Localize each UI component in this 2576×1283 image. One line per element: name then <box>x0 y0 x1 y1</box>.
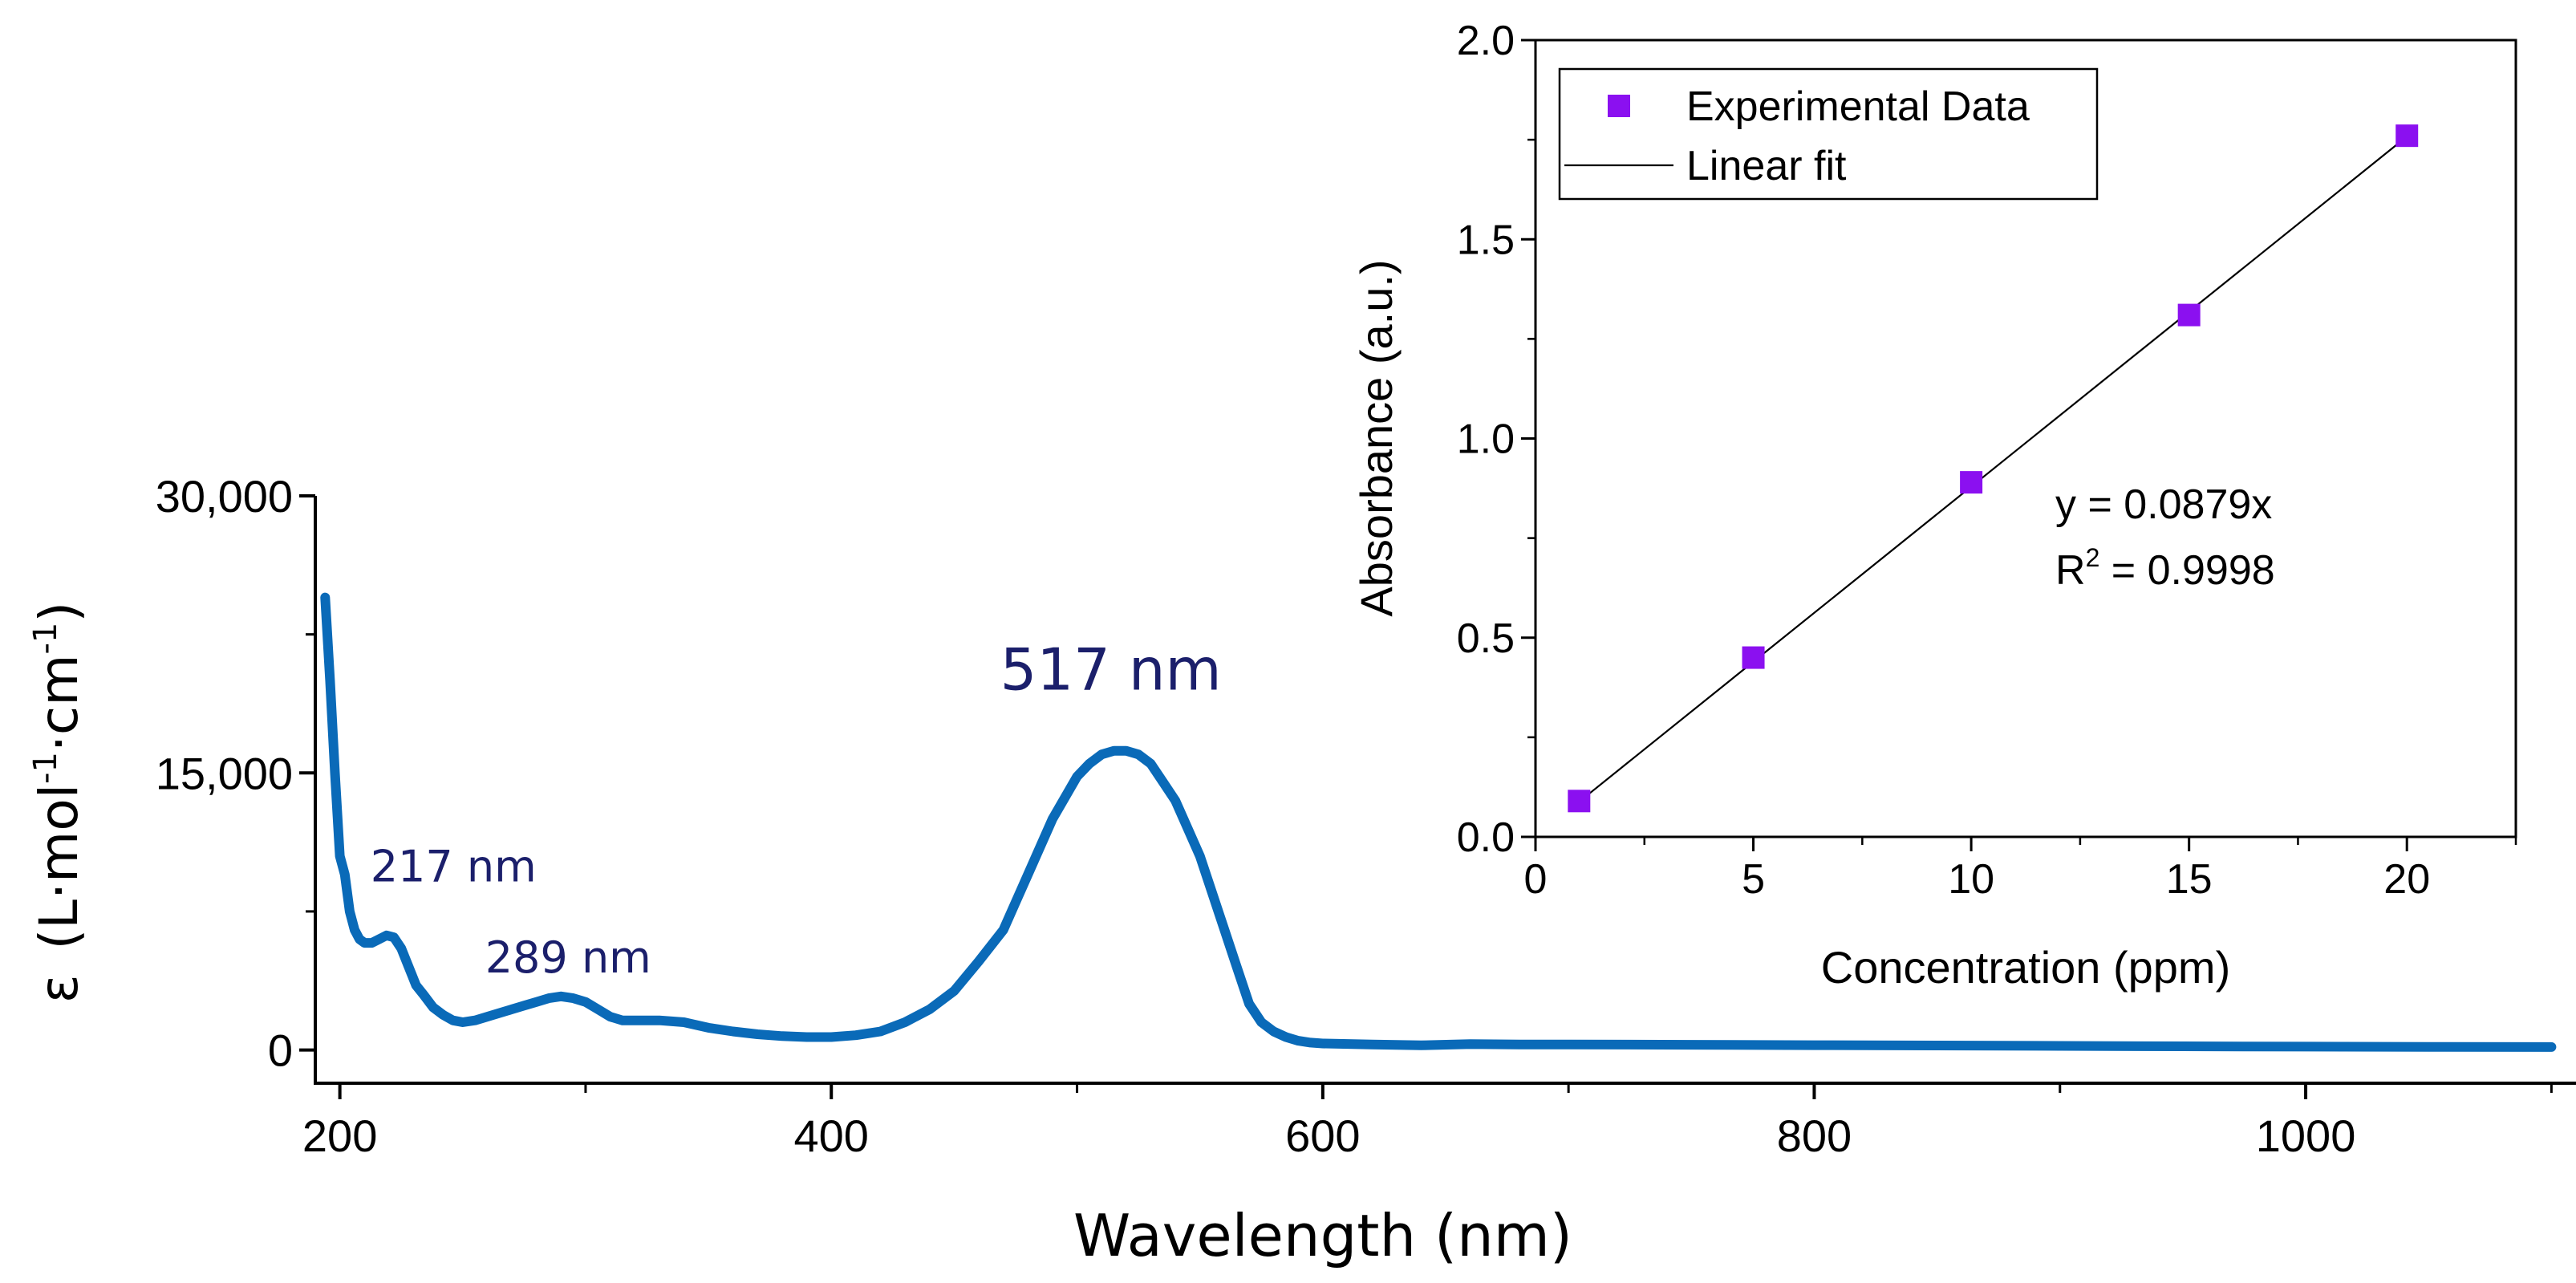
legend-box <box>1558 67 2099 201</box>
spectrum-line <box>320 592 2557 1052</box>
peak-label-517: 517 nm <box>1000 636 1222 704</box>
r-squared-value: = 0.9998 <box>2099 547 2274 594</box>
r-squared-symbol: R <box>2055 547 2086 594</box>
y-label-unit-part1: (L·mol <box>28 784 90 950</box>
y-label-exp1: -1 <box>27 752 64 784</box>
data-point-20ppm <box>2395 124 2419 148</box>
y-label-exp2: -1 <box>27 623 64 655</box>
data-point-1ppm <box>1568 790 1591 813</box>
legend-entry-linear-fit: Linear fit <box>1686 143 1847 189</box>
inset-x-tick-label-20: 20 <box>2383 856 2430 903</box>
x-tick-label-800: 800 <box>1777 1110 1852 1161</box>
x-tick-label-200: 200 <box>302 1110 377 1161</box>
spectrum-x-axis-label: Wavelength (nm) <box>1073 1202 1572 1269</box>
r-squared: R2 = 0.9998 <box>2055 543 2275 594</box>
y-tick-label-30000: 30,000 <box>156 471 293 522</box>
inset-x-tick-label-0: 0 <box>1524 856 1548 903</box>
inset-x-axis-label: Concentration (ppm) <box>1821 942 2230 993</box>
data-point-15ppm <box>2177 303 2201 327</box>
x-tick-label-1000: 1000 <box>2256 1110 2356 1161</box>
x-tick-label-400: 400 <box>794 1110 869 1161</box>
inset-x-tick-label-5: 5 <box>1742 856 1765 903</box>
r-squared-exponent: 2 <box>2086 543 2100 572</box>
data-point-5ppm <box>1742 646 1765 669</box>
legend-entry-experimental: Experimental Data <box>1686 83 2030 130</box>
y-label-symbol: ε <box>28 974 90 1003</box>
legend-marker-square <box>1608 95 1630 117</box>
inset-y-tick-label-2: 2.0 <box>1457 18 1515 64</box>
peak-label-289: 289 nm <box>485 932 651 983</box>
inset-y-axis-label: Absorbance (a.u.) <box>1351 259 1402 616</box>
inset-y-tick-label-0: 0.0 <box>1457 814 1515 861</box>
inset-y-tick-label-1.5: 1.5 <box>1457 217 1515 263</box>
y-tick-label-15000: 15,000 <box>156 748 293 798</box>
spectrum-y-axis-label: ε (L·mol-1·cm-1) <box>27 602 90 1003</box>
y-tick-label-0: 0 <box>268 1025 293 1076</box>
fit-equation: y = 0.0879x <box>2055 481 2272 528</box>
data-point-10ppm <box>1960 471 1983 494</box>
inset-y-tick-label-1: 1.0 <box>1457 416 1515 463</box>
peak-label-217: 217 nm <box>371 841 537 891</box>
inset-x-tick-label-10: 10 <box>1948 856 1994 903</box>
calibration-inset: 0 5 10 15 20 0.0 0.5 1.0 1.5 2.0 Concentration (p… <box>1351 18 2517 993</box>
linear-fit-line <box>1578 136 2408 803</box>
inset-legend: Experimental Data Linear fit <box>1558 67 2099 201</box>
inset-x-tick-label-15: 15 <box>2166 856 2213 903</box>
inset-y-tick-label-0.5: 0.5 <box>1457 615 1515 662</box>
inset-ticks: 0 5 10 15 20 0.0 0.5 1.0 1.5 2.0 <box>1457 18 2517 903</box>
x-tick-label-600: 600 <box>1285 1110 1360 1161</box>
y-label-unit-part2: ·cm <box>28 655 90 753</box>
inset-data-points <box>1568 124 2419 813</box>
y-label-unit-part3: ) <box>28 602 90 623</box>
